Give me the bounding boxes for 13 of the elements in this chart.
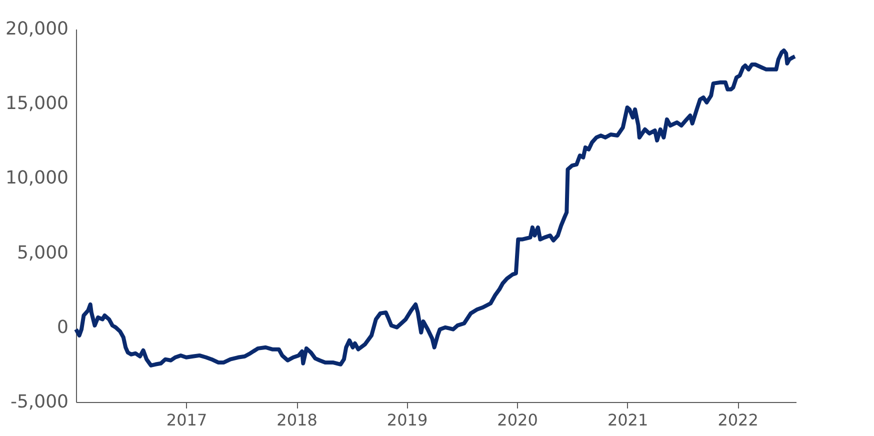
- x-tick-label: 2020: [497, 410, 538, 430]
- y-tick-label: 0: [57, 316, 68, 338]
- x-tick-label: 2022: [718, 410, 758, 430]
- y-tick-label: 10,000: [6, 168, 68, 189]
- line-series: [74, 48, 797, 368]
- y-tick-label: 20,000: [6, 18, 68, 40]
- y-tick-label: -5,000: [10, 392, 68, 412]
- x-tick-label: 2017: [166, 410, 208, 430]
- y-tick-label: 5,000: [16, 242, 68, 264]
- x-tick-label: 2021: [607, 410, 648, 430]
- x-tick-label: 2018: [276, 410, 318, 430]
- y-tick-label: 15,000: [6, 93, 68, 114]
- x-tick-label: 2019: [386, 410, 428, 430]
